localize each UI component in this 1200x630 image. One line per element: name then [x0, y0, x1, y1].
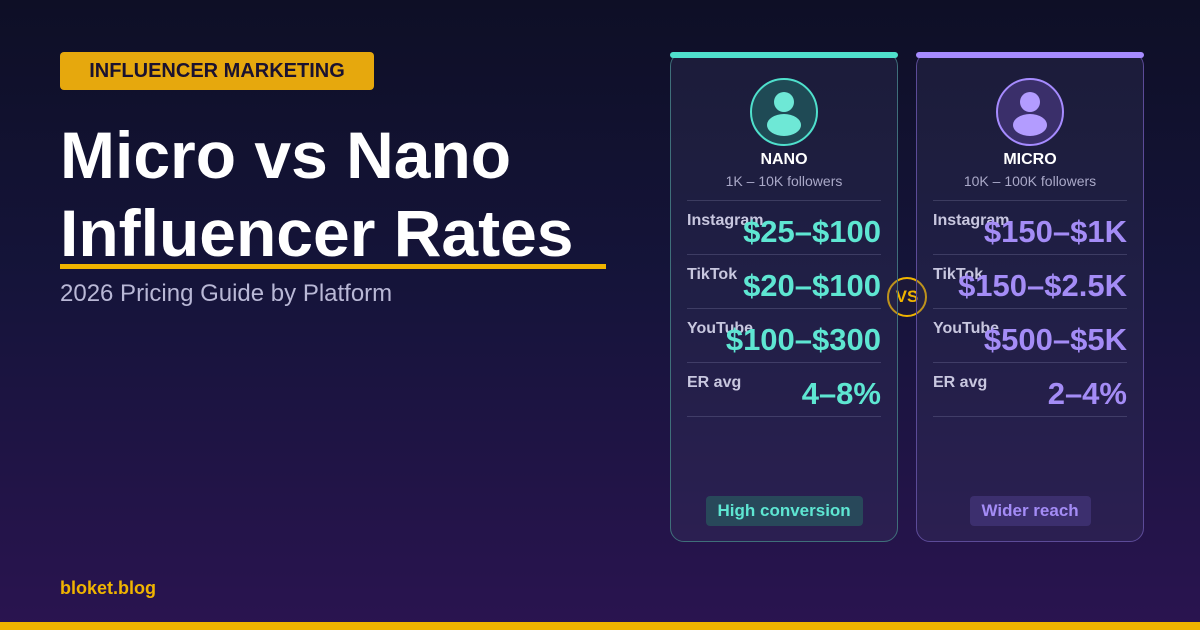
rate-value: 2–4%: [1047, 376, 1127, 411]
site-name: bloket.blog: [60, 578, 156, 598]
follower-range: 1K – 10K followers: [725, 173, 843, 189]
card: NANO 1K – 10K followers Instagram $25–$100 T…: [670, 52, 898, 542]
rate-value: $150–$1K: [983, 214, 1127, 249]
divider: [687, 308, 881, 309]
divider: [933, 254, 1127, 255]
rate-value: 4–8%: [801, 376, 881, 411]
card-accent: [670, 52, 898, 58]
card-badge: Wider reach: [969, 496, 1091, 526]
divider: [687, 416, 881, 417]
platform-label: YouTube: [687, 320, 754, 337]
follower-range: 10K – 100K followers: [963, 173, 1097, 189]
card-title: NANO: [760, 151, 808, 168]
platform-label: TikTok: [933, 266, 984, 283]
divider: [933, 308, 1127, 309]
divider: [933, 362, 1127, 363]
platform-label: ER avg: [687, 374, 742, 391]
avatar: [749, 77, 819, 152]
bottom-bar: [0, 622, 1200, 630]
divider: [687, 362, 881, 363]
card-accent: [916, 52, 1144, 58]
divider: [933, 416, 1127, 417]
card-badge: High conversion: [705, 496, 863, 526]
category-tag: INFLUENCER MARKETING: [60, 52, 374, 90]
card-title: MICRO: [1003, 151, 1057, 168]
platform-label: Instagram: [933, 212, 1010, 229]
title-line: Micro vs Nano: [60, 118, 512, 192]
rate-value: $25–$100: [743, 214, 881, 249]
vs-badge: VS: [887, 277, 927, 317]
rate-value: $500–$5K: [983, 322, 1127, 357]
platform-label: YouTube: [933, 320, 1000, 337]
rate-value: $20–$100: [743, 268, 881, 303]
card: MICRO 10K – 100K followers Instagram $150–$…: [916, 52, 1144, 542]
divider: [687, 200, 881, 201]
title-line: Influencer Rates: [60, 196, 574, 270]
divider: [933, 200, 1127, 201]
platform-label: ER avg: [933, 374, 988, 391]
rate-value: $100–$300: [725, 322, 881, 357]
avatar-icon: [750, 78, 818, 146]
subtitle: 2026 Pricing Guide by Platform: [60, 280, 393, 307]
avatar-icon: [996, 78, 1064, 146]
divider: [687, 254, 881, 255]
platform-label: Instagram: [687, 212, 764, 229]
avatar: [995, 77, 1065, 152]
title-underline: [60, 264, 606, 269]
rate-value: $150–$2.5K: [958, 268, 1127, 303]
platform-label: TikTok: [687, 266, 738, 283]
